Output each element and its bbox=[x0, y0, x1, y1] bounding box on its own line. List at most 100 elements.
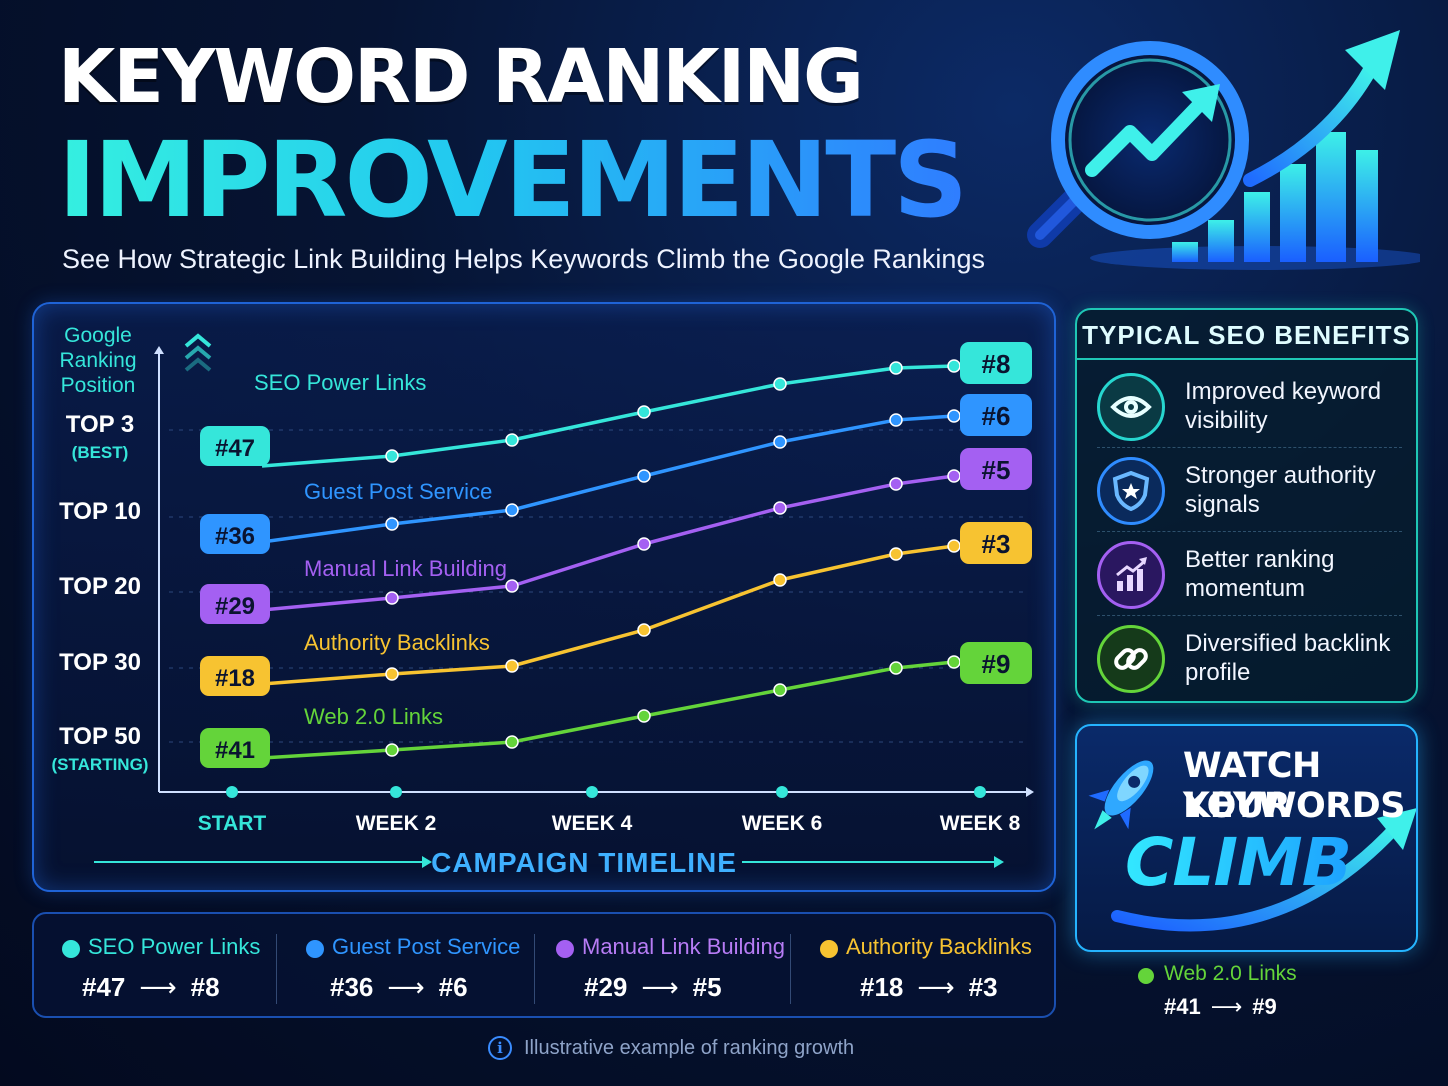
legend-range: #47 ⟶ #8 bbox=[82, 972, 220, 1003]
y-tick-sublabel: (BEST) bbox=[72, 443, 129, 462]
legend-name: SEO Power Links bbox=[88, 934, 261, 959]
legend-panel: SEO Power Links #47 ⟶ #8 Guest Post Servic… bbox=[32, 912, 1056, 1018]
footnote: i Illustrative example of ranking growth bbox=[488, 1036, 854, 1060]
y-tick-label: TOP 30 bbox=[59, 649, 141, 676]
x-tick-dot bbox=[776, 786, 788, 798]
end-badge bbox=[960, 642, 1032, 684]
data-point bbox=[505, 735, 519, 749]
data-point bbox=[637, 469, 651, 483]
arrow-icon: ⟶ bbox=[1210, 994, 1243, 1019]
info-icon: i bbox=[488, 1036, 512, 1060]
data-point bbox=[889, 413, 903, 427]
growth-chart-icon bbox=[1097, 540, 1165, 609]
legend-name: Manual Link Building bbox=[582, 934, 786, 959]
legend-from: #47 bbox=[82, 972, 126, 1002]
start-value-label: #29 bbox=[215, 593, 255, 620]
y-axis-arrow bbox=[154, 346, 164, 354]
data-point bbox=[889, 361, 903, 375]
data-point bbox=[385, 743, 399, 757]
series-name-label: Manual Link Building bbox=[304, 556, 507, 581]
x-axis-title: CAMPAIGN TIMELINE bbox=[431, 847, 737, 878]
legend-from: #41 bbox=[1164, 994, 1201, 1019]
chevron-up-icon bbox=[184, 357, 212, 372]
legend-divider bbox=[534, 934, 535, 1004]
seo-benefits-panel: TYPICAL SEO BENEFITS Improved keyword vi… bbox=[1075, 308, 1418, 703]
ranking-line-chart: Google Ranking Position TOP 3 (BEST) TOP 10 TO… bbox=[52, 324, 1034, 878]
data-point bbox=[385, 449, 399, 463]
legend-to: #6 bbox=[438, 972, 468, 1002]
benefit-text: Improved keyword visibility bbox=[1185, 377, 1382, 434]
data-point bbox=[385, 667, 399, 681]
legend-name: Guest Post Service bbox=[332, 934, 521, 959]
x-tick-dot bbox=[586, 786, 598, 798]
legend-range: #29 ⟶ #5 bbox=[584, 972, 722, 1003]
data-point bbox=[773, 377, 787, 391]
legend-to: #5 bbox=[692, 972, 722, 1002]
data-point bbox=[947, 409, 961, 423]
end-value-label: #5 bbox=[982, 455, 1011, 485]
link-icon bbox=[1097, 625, 1165, 693]
data-point bbox=[889, 477, 903, 491]
data-point bbox=[773, 683, 787, 697]
x-tick-label: WEEK 8 bbox=[940, 812, 1021, 835]
magnifier-growth-icon bbox=[1027, 30, 1420, 270]
series-name-label: Authority Backlinks bbox=[304, 630, 490, 655]
end-value-label: #6 bbox=[982, 401, 1011, 431]
x-tick-label: START bbox=[198, 812, 267, 835]
rocket-icon bbox=[1088, 760, 1416, 932]
x-tick-label: WEEK 6 bbox=[742, 812, 823, 835]
start-badge bbox=[200, 426, 270, 466]
chevron-up-icon bbox=[184, 333, 212, 348]
title-line-1: KEYWORD RANKING bbox=[58, 34, 864, 120]
benefit-item: Stronger authority signals bbox=[1097, 450, 1402, 532]
data-point bbox=[505, 433, 519, 447]
legend-from: #18 bbox=[860, 972, 904, 1002]
data-point bbox=[773, 573, 787, 587]
footnote-text: Illustrative example of ranking growth bbox=[524, 1036, 855, 1059]
y-axis-label: Google Ranking Position bbox=[59, 324, 136, 397]
legend-from: #36 bbox=[330, 972, 374, 1002]
chevron-up-icon bbox=[184, 345, 212, 360]
y-tick-label: TOP 3 bbox=[66, 411, 134, 438]
x-tick-dot bbox=[974, 786, 986, 798]
data-point bbox=[947, 539, 961, 553]
cta-line-2: KEYWORDS bbox=[1183, 786, 1405, 826]
benefit-text: Stronger authority signals bbox=[1185, 461, 1376, 518]
data-point bbox=[385, 517, 399, 531]
data-point bbox=[505, 579, 519, 593]
data-point bbox=[947, 469, 961, 483]
end-badge bbox=[960, 448, 1032, 490]
legend-dot bbox=[62, 940, 80, 958]
data-point bbox=[773, 501, 787, 515]
arrow-icon: ⟶ bbox=[139, 972, 177, 1002]
arrow-icon: ⟶ bbox=[387, 972, 425, 1002]
start-value-label: #36 bbox=[215, 523, 255, 550]
end-badge bbox=[960, 342, 1032, 384]
data-point bbox=[637, 709, 651, 723]
y-tick-label: TOP 10 bbox=[59, 498, 141, 525]
legend-range: #41 ⟶ #9 bbox=[1164, 994, 1277, 1020]
data-point bbox=[773, 435, 787, 449]
timeline-arrowhead-left bbox=[422, 856, 432, 868]
cta-line-1: WATCH YOUR bbox=[1183, 746, 1321, 826]
y-tick-sublabel: (STARTING) bbox=[52, 755, 149, 774]
end-badge bbox=[960, 394, 1032, 436]
cta-panel: WATCH YOUR KEYWORDS CLIMB bbox=[1075, 724, 1418, 952]
y-tick-label: TOP 50 bbox=[59, 723, 141, 750]
legend-dot bbox=[1138, 968, 1154, 984]
benefits-title: TYPICAL SEO BENEFITS bbox=[1077, 310, 1416, 360]
start-badge bbox=[200, 656, 270, 696]
timeline-arrowhead-right bbox=[994, 856, 1004, 868]
legend-dot bbox=[820, 940, 838, 958]
x-tick-dot bbox=[226, 786, 238, 798]
data-point bbox=[505, 503, 519, 517]
subtitle: See How Strategic Link Building Helps Ke… bbox=[62, 244, 985, 274]
data-point bbox=[637, 405, 651, 419]
eye-icon bbox=[1097, 372, 1165, 441]
end-badge bbox=[960, 522, 1032, 564]
x-tick-label: WEEK 4 bbox=[552, 812, 633, 835]
benefit-item: Diversified backlink profile bbox=[1097, 618, 1402, 700]
x-tick-label: WEEK 2 bbox=[356, 812, 437, 835]
start-badge bbox=[200, 584, 270, 624]
start-badge bbox=[200, 728, 270, 768]
